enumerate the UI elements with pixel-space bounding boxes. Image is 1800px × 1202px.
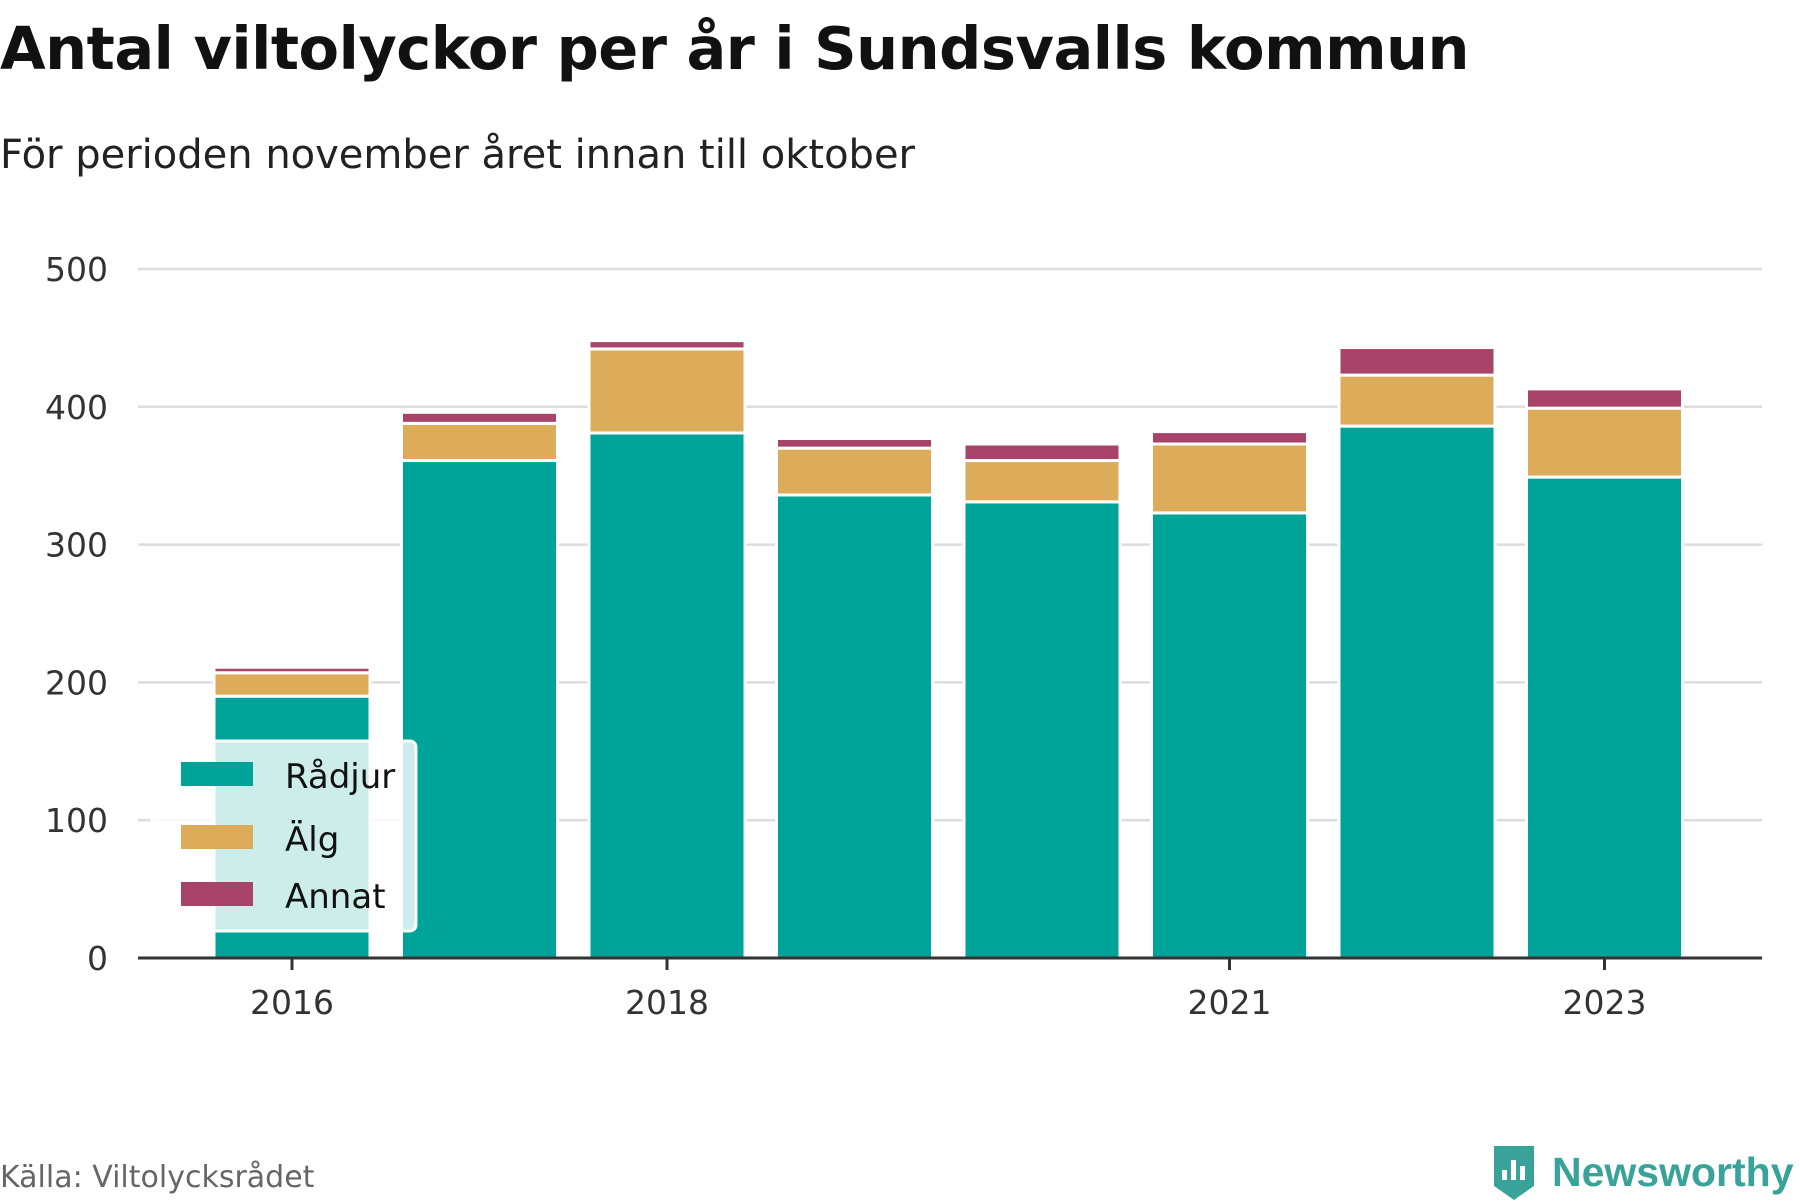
y-tick-label: 300: [45, 526, 108, 565]
bar-älg-2017: [400, 421, 559, 463]
bar-rådjur-2021: [1150, 511, 1309, 960]
bars: [212, 339, 1684, 960]
bar-rådjur-2023: [1525, 475, 1684, 960]
bar-annat-2021: [1150, 430, 1309, 446]
bar-älg-2016: [212, 671, 372, 698]
legend: Rådjur Älg Annat: [150, 739, 418, 933]
axes: 2016 2018 2021 2023: [138, 956, 1762, 1022]
y-tick-label: 0: [87, 939, 108, 978]
y-tick-label: 500: [45, 250, 108, 289]
x-tick-label: 2016: [250, 983, 334, 1022]
bar-älg-2023: [1525, 406, 1684, 479]
source-note: Källa: Viltolycksrådet: [0, 1160, 315, 1195]
bar-annat-2022: [1337, 346, 1497, 377]
bar-annat-2017: [400, 410, 559, 425]
bar-annat-2018: [587, 339, 747, 351]
bar-annat-2020: [962, 442, 1122, 463]
legend-swatch-annat: [181, 882, 253, 906]
bar-älg-2019: [775, 446, 934, 497]
x-tick-label: 2023: [1563, 983, 1647, 1022]
y-tick-label: 100: [45, 801, 108, 840]
bar-annat-2019: [775, 436, 934, 450]
legend-label: Rådjur: [285, 757, 395, 797]
x-tick-label: 2018: [625, 983, 709, 1022]
bar-rådjur-2017: [400, 459, 559, 960]
legend-swatch-älg: [181, 825, 253, 849]
bar-rådjur-2019: [775, 493, 934, 960]
bar-älg-2021: [1150, 442, 1309, 515]
newsworthy-logo-icon: [1494, 1146, 1534, 1200]
y-tick-label: 200: [45, 663, 108, 702]
bar-älg-2020: [962, 459, 1122, 504]
bar-annat-2016: [212, 665, 372, 675]
bar-annat-2023: [1525, 387, 1684, 410]
legend-label: Annat: [285, 877, 386, 917]
bar-rådjur-2022: [1337, 424, 1497, 960]
legend-label: Älg: [285, 820, 339, 860]
bar-älg-2018: [587, 347, 747, 435]
bar-rådjur-2020: [962, 500, 1122, 960]
logo-text: Newsworthy: [1552, 1148, 1794, 1195]
bar-älg-2022: [1337, 373, 1497, 428]
legend-swatch-rådjur: [181, 762, 253, 786]
chart-title: Antal viltolyckor per år i Sundsvalls ko…: [0, 14, 1470, 83]
x-tick-label: 2021: [1188, 983, 1272, 1022]
newsworthy-logo: Newsworthy: [1490, 1142, 1794, 1202]
bar-rådjur-2018: [587, 431, 747, 960]
chart-subtitle: För perioden november året innan till ok…: [0, 132, 915, 178]
y-tick-label: 400: [45, 388, 108, 427]
